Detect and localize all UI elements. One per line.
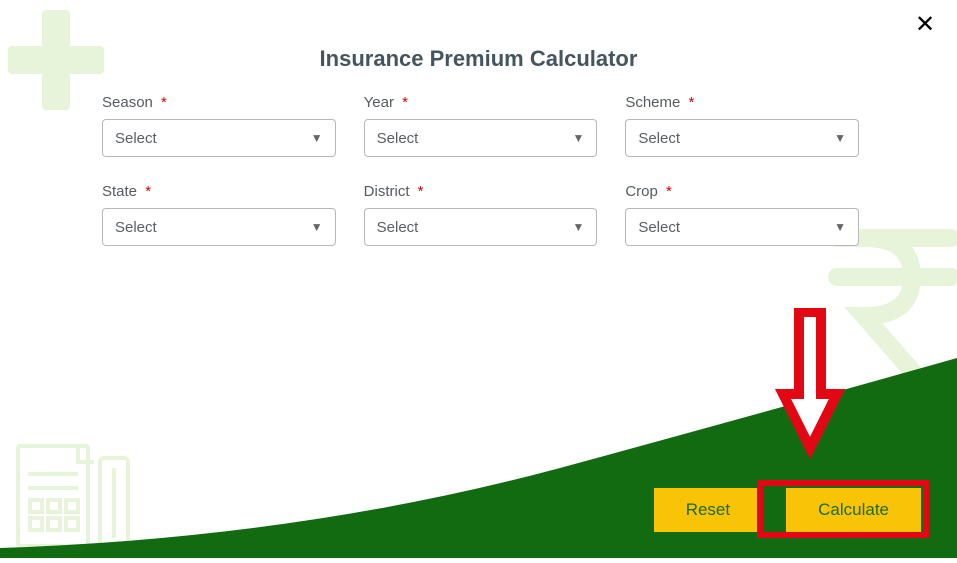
required-marker: *	[666, 183, 672, 200]
calculate-button[interactable]: Calculate	[786, 488, 921, 532]
page-title: Insurance Premium Calculator	[0, 46, 957, 72]
select-value-state: Select	[115, 219, 157, 236]
annotation-arrow-icon	[775, 308, 845, 458]
chevron-down-icon: ▼	[572, 131, 584, 145]
label-crop: Crop *	[625, 183, 859, 200]
chevron-down-icon: ▼	[834, 220, 846, 234]
field-scheme: Scheme * Select ▼	[625, 94, 859, 157]
select-value-year: Select	[377, 130, 419, 147]
required-marker: *	[689, 94, 695, 111]
form-grid: Season * Select ▼ Year * Select ▼ Scheme…	[102, 94, 859, 246]
field-crop: Crop * Select ▼	[625, 183, 859, 246]
decor-rupee-icon	[819, 220, 957, 400]
required-marker: *	[161, 94, 167, 111]
label-text-year: Year	[364, 94, 394, 111]
select-scheme[interactable]: Select ▼	[625, 119, 859, 157]
field-district: District * Select ▼	[364, 183, 598, 246]
label-scheme: Scheme *	[625, 94, 859, 111]
close-icon: ✕	[915, 10, 935, 39]
field-season: Season * Select ▼	[102, 94, 336, 157]
select-season[interactable]: Select ▼	[102, 119, 336, 157]
required-marker: *	[418, 183, 424, 200]
chevron-down-icon: ▼	[311, 220, 323, 234]
label-text-season: Season	[102, 94, 153, 111]
select-value-season: Select	[115, 130, 157, 147]
select-district[interactable]: Select ▼	[364, 208, 598, 246]
reset-button[interactable]: Reset	[654, 488, 762, 532]
buttons-row: Reset Calculate	[654, 488, 921, 532]
label-state: State *	[102, 183, 336, 200]
label-season: Season *	[102, 94, 336, 111]
label-text-district: District	[364, 183, 410, 200]
close-button[interactable]: ✕	[913, 12, 937, 36]
required-marker: *	[145, 183, 151, 200]
chevron-down-icon: ▼	[311, 131, 323, 145]
select-state[interactable]: Select ▼	[102, 208, 336, 246]
label-district: District *	[364, 183, 598, 200]
select-value-district: Select	[377, 219, 419, 236]
chevron-down-icon: ▼	[834, 131, 846, 145]
select-year[interactable]: Select ▼	[364, 119, 598, 157]
field-state: State * Select ▼	[102, 183, 336, 246]
label-text-scheme: Scheme	[625, 94, 680, 111]
label-text-state: State	[102, 183, 137, 200]
select-value-scheme: Select	[638, 130, 680, 147]
field-year: Year * Select ▼	[364, 94, 598, 157]
chevron-down-icon: ▼	[572, 220, 584, 234]
label-year: Year *	[364, 94, 598, 111]
decor-calculator-icon	[8, 438, 148, 558]
select-value-crop: Select	[638, 219, 680, 236]
select-crop[interactable]: Select ▼	[625, 208, 859, 246]
label-text-crop: Crop	[625, 183, 658, 200]
required-marker: *	[402, 94, 408, 111]
